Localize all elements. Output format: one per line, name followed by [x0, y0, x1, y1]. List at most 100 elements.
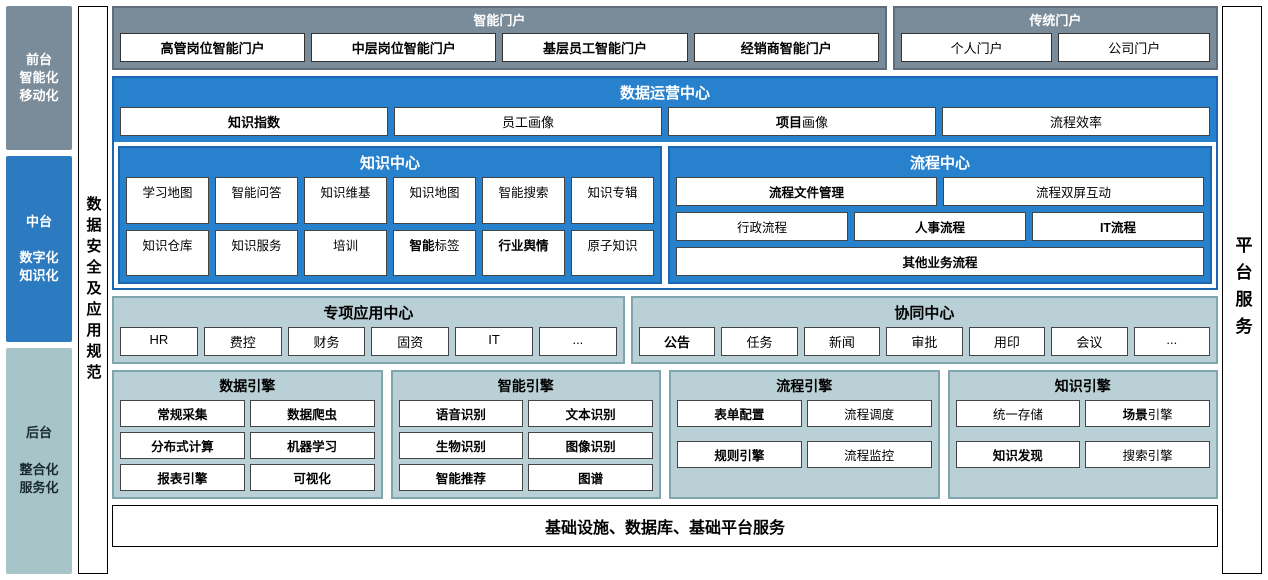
tier-front: 前台 智能化 移动化 [6, 6, 72, 150]
collab-item: 公告 [639, 327, 715, 356]
engine-item: 搜索引擎 [1085, 441, 1210, 468]
collab-title: 协同中心 [639, 302, 1210, 327]
kc-item: 知识地图 [393, 177, 476, 224]
sa-item: 固资 [371, 327, 449, 356]
tier-back: 后台 整合化 服务化 [6, 348, 72, 574]
collab-item: 任务 [721, 327, 797, 356]
knowledge-center-grid: 学习地图 智能问答 知识维基 知识地图 智能搜索 知识专辑 知识仓库 知识服务 … [126, 177, 654, 276]
engine-item: 图像识别 [528, 432, 653, 459]
legacy-portal-title: 传统门户 [895, 8, 1216, 33]
portal-row: 智能门户 高管岗位智能门户 中层岗位智能门户 基层员工智能门户 经销商智能门户 … [112, 6, 1218, 70]
centers-row: 知识中心 学习地图 智能问答 知识维基 知识地图 智能搜索 知识专辑 知识仓库 … [114, 142, 1216, 288]
dops-item: 员工画像 [394, 107, 662, 136]
engine-item: 统一存储 [956, 400, 1081, 427]
data-ops-section: 数据运营中心 知识指数 员工画像 项目画像 流程效率 知识中心 学习地图 智能问… [112, 76, 1218, 290]
data-ops-title: 数据运营中心 [120, 82, 1210, 107]
smart-portal-panel: 智能门户 高管岗位智能门户 中层岗位智能门户 基层员工智能门户 经销商智能门户 [112, 6, 887, 70]
knowledge-engine-grid: 统一存储 场景引擎 知识发现 搜索引擎 [956, 400, 1211, 468]
special-app-center: 专项应用中心 HR 费控 财务 固资 IT ... [112, 296, 625, 364]
special-app-row: HR 费控 财务 固资 IT ... [120, 327, 617, 356]
collab-item: 会议 [1051, 327, 1127, 356]
sa-item: IT [455, 327, 533, 356]
engine-item: 生物识别 [399, 432, 524, 459]
smart-engine-grid: 语音识别 文本识别 生物识别 图像识别 智能推荐 图谱 [399, 400, 654, 491]
engine-item: 数据爬虫 [250, 400, 375, 427]
process-center-title: 流程中心 [676, 152, 1204, 177]
knowledge-engine-title: 知识引擎 [956, 376, 1211, 400]
collab-item: 用印 [969, 327, 1045, 356]
footer-infra: 基础设施、数据库、基础平台服务 [112, 505, 1218, 547]
kc-item: 知识服务 [215, 230, 298, 277]
engine-item: 表单配置 [677, 400, 802, 427]
process-engine: 流程引擎 表单配置 流程调度 规则引擎 流程监控 [669, 370, 940, 499]
platform-services-column: 平台服务 [1222, 6, 1262, 574]
teal-centers-row: 专项应用中心 HR 费控 财务 固资 IT ... 协同中心 公告 任务 新闻 … [112, 296, 1218, 364]
engine-item: 报表引擎 [120, 464, 245, 491]
engine-item: 可视化 [250, 464, 375, 491]
special-app-title: 专项应用中心 [120, 302, 617, 327]
engine-item: 机器学习 [250, 432, 375, 459]
engine-item: 规则引擎 [677, 441, 802, 468]
dops-item: 知识指数 [120, 107, 388, 136]
dops-item: 流程效率 [942, 107, 1210, 136]
knowledge-center-title: 知识中心 [126, 152, 654, 177]
engine-item: 文本识别 [528, 400, 653, 427]
kc-item: 原子知识 [571, 230, 654, 277]
engine-item: 场景引擎 [1085, 400, 1210, 427]
security-column: 数据安全及应用规范 [78, 6, 108, 574]
engine-item: 流程监控 [807, 441, 932, 468]
legacy-portal-panel: 传统门户 个人门户 公司门户 [893, 6, 1218, 70]
process-engine-grid: 表单配置 流程调度 规则引擎 流程监控 [677, 400, 932, 468]
data-engine-title: 数据引擎 [120, 376, 375, 400]
engines-row: 数据引擎 常规采集 数据爬虫 分布式计算 机器学习 报表引擎 可视化 智能引擎 … [112, 370, 1218, 499]
process-engine-title: 流程引擎 [677, 376, 932, 400]
kc-item: 智能标签 [393, 230, 476, 277]
data-ops-row: 知识指数 员工画像 项目画像 流程效率 [120, 107, 1210, 136]
sa-item: HR [120, 327, 198, 356]
collab-item: 审批 [886, 327, 962, 356]
pc-item: 流程文件管理 [676, 177, 937, 206]
collab-item: 新闻 [804, 327, 880, 356]
collab-row: 公告 任务 新闻 审批 用印 会议 ... [639, 327, 1210, 356]
pc-item: IT流程 [1032, 212, 1204, 241]
kc-item: 智能搜索 [482, 177, 565, 224]
engine-item: 智能推荐 [399, 464, 524, 491]
portal-item: 基层员工智能门户 [502, 33, 687, 62]
smart-engine-title: 智能引擎 [399, 376, 654, 400]
pc-item: 行政流程 [676, 212, 848, 241]
portal-item: 公司门户 [1058, 33, 1210, 62]
kc-item: 培训 [304, 230, 387, 277]
engine-item: 流程调度 [807, 400, 932, 427]
smart-portal-body: 高管岗位智能门户 中层岗位智能门户 基层员工智能门户 经销商智能门户 [114, 33, 885, 68]
engine-item: 分布式计算 [120, 432, 245, 459]
knowledge-engine: 知识引擎 统一存储 场景引擎 知识发现 搜索引擎 [948, 370, 1219, 499]
process-center-grid: 流程文件管理 流程双屏互动 行政流程 人事流程 IT流程 其他业务流程 [676, 177, 1204, 276]
smart-engine: 智能引擎 语音识别 文本识别 生物识别 图像识别 智能推荐 图谱 [391, 370, 662, 499]
engine-item: 语音识别 [399, 400, 524, 427]
collab-item: ... [1134, 327, 1210, 356]
portal-item: 个人门户 [901, 33, 1053, 62]
left-tier-column: 前台 智能化 移动化 中台 数字化 知识化 后台 整合化 服务化 [0, 0, 78, 580]
main-area: 智能门户 高管岗位智能门户 中层岗位智能门户 基层员工智能门户 经销商智能门户 … [108, 0, 1222, 580]
engine-item: 知识发现 [956, 441, 1081, 468]
portal-item: 中层岗位智能门户 [311, 33, 496, 62]
process-center: 流程中心 流程文件管理 流程双屏互动 行政流程 人事流程 IT流程 其他业务流程 [668, 146, 1212, 284]
dops-item: 项目画像 [668, 107, 936, 136]
pc-item: 人事流程 [854, 212, 1026, 241]
kc-item: 知识仓库 [126, 230, 209, 277]
knowledge-center: 知识中心 学习地图 智能问答 知识维基 知识地图 智能搜索 知识专辑 知识仓库 … [118, 146, 662, 284]
data-ops-header: 数据运营中心 知识指数 员工画像 项目画像 流程效率 [114, 78, 1216, 142]
tier-middle: 中台 数字化 知识化 [6, 156, 72, 341]
collab-center: 协同中心 公告 任务 新闻 审批 用印 会议 ... [631, 296, 1218, 364]
engine-item: 常规采集 [120, 400, 245, 427]
legacy-portal-body: 个人门户 公司门户 [895, 33, 1216, 68]
kc-item: 学习地图 [126, 177, 209, 224]
sa-item: 费控 [204, 327, 282, 356]
kc-item: 智能问答 [215, 177, 298, 224]
pc-item: 流程双屏互动 [943, 177, 1204, 206]
portal-item: 高管岗位智能门户 [120, 33, 305, 62]
kc-item: 知识专辑 [571, 177, 654, 224]
data-engine: 数据引擎 常规采集 数据爬虫 分布式计算 机器学习 报表引擎 可视化 [112, 370, 383, 499]
engine-item: 图谱 [528, 464, 653, 491]
pc-item: 其他业务流程 [676, 247, 1204, 276]
